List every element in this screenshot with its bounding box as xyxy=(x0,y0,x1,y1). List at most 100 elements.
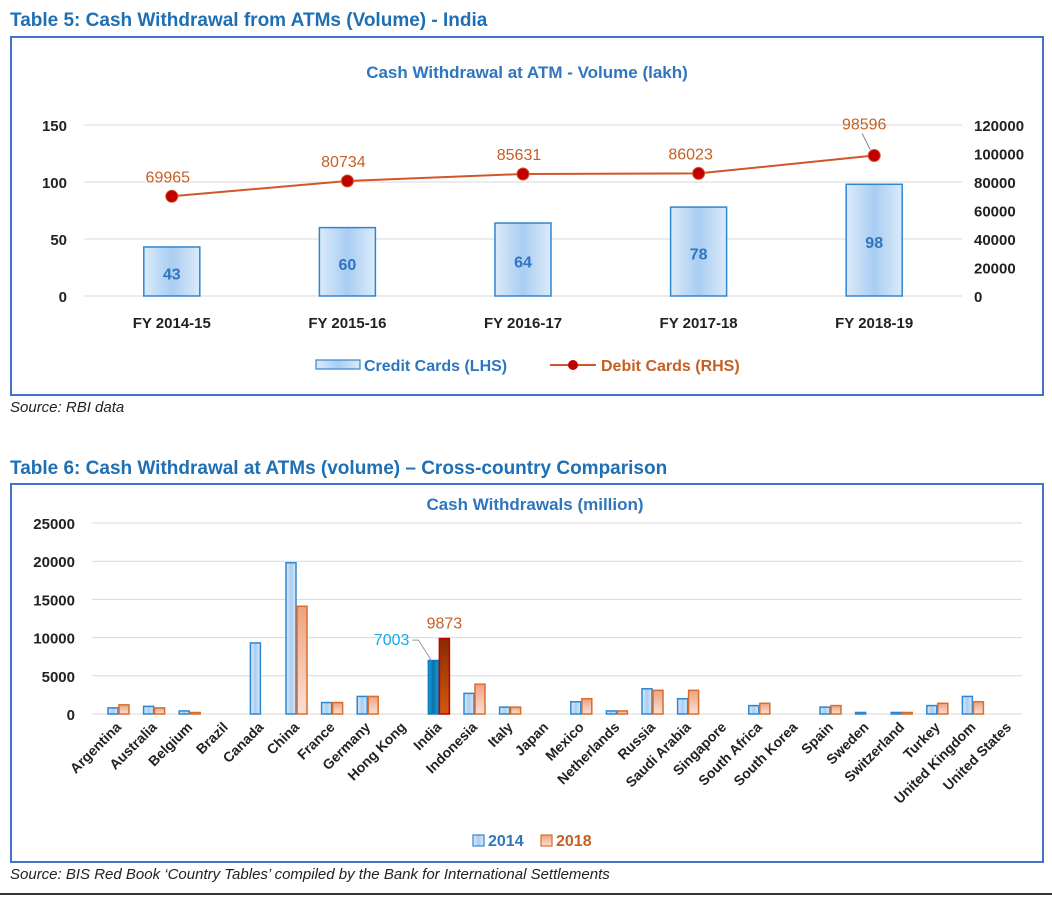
bar-2018 xyxy=(937,702,949,715)
chart2-title: Cash Withdrawals (million) xyxy=(426,495,643,514)
bar-credit-cards xyxy=(143,246,201,297)
bar-2018 xyxy=(652,689,664,715)
bar-2014 xyxy=(178,710,190,715)
bar-2014 xyxy=(605,710,618,715)
y-tick-label: 10000 xyxy=(33,631,75,648)
point-debit-cards xyxy=(165,189,179,203)
bar-2018 xyxy=(509,706,522,715)
bar-data-label: 43 xyxy=(163,266,181,283)
y-right-tick-label: 120000 xyxy=(974,118,1024,135)
bar-credit-cards xyxy=(318,226,377,297)
bar-2014 xyxy=(676,697,689,715)
bar-data-label: 64 xyxy=(514,255,532,272)
line-data-label: 80734 xyxy=(321,154,366,171)
bar-2018 xyxy=(153,707,166,715)
table5-source: Source: RBI data xyxy=(10,399,125,416)
bar-2018 xyxy=(189,711,201,715)
x-tick-label: FY 2017-18 xyxy=(660,315,738,332)
legend-debit-marker xyxy=(568,360,578,370)
bar-data-label: 60 xyxy=(339,257,357,274)
table5-heading: Table 5: Cash Withdrawal from ATMs (Volu… xyxy=(10,10,488,31)
bar-2014 xyxy=(285,561,297,715)
bar-credit-cards xyxy=(494,222,552,297)
bar-2014 xyxy=(142,705,155,715)
x-tick-label: FY 2014-15 xyxy=(133,315,211,332)
bar-2014 xyxy=(107,707,119,715)
line-data-label: 85631 xyxy=(497,147,542,164)
bar-2018 xyxy=(331,701,344,715)
bar-2018 xyxy=(296,605,308,715)
bar-2018 xyxy=(474,683,486,715)
y-left-tick-label: 50 xyxy=(50,232,67,249)
bar-2014 xyxy=(570,701,582,715)
y-left-tick-label: 150 xyxy=(42,118,67,135)
data-label-india-2014: 7003 xyxy=(374,632,410,649)
y-tick-label: 5000 xyxy=(42,669,75,686)
y-right-tick-label: 40000 xyxy=(974,232,1016,249)
chart2-svg: Cash Withdrawals (million) 0 5000 10000 1500… xyxy=(33,495,1022,850)
legend-credit-swatch xyxy=(315,359,361,370)
y-right-tick-label: 0 xyxy=(974,289,982,306)
y-right-tick-label: 100000 xyxy=(974,147,1024,164)
bar-2018 xyxy=(616,710,629,715)
legend-debit-label: Debit Cards (RHS) xyxy=(601,358,740,375)
chart1-frame: Cash Withdrawal at ATM - Volume (lakh) 0 5… xyxy=(10,36,1044,396)
chart1-title: Cash Withdrawal at ATM - Volume (lakh) xyxy=(366,63,688,82)
y-tick-label: 20000 xyxy=(33,554,75,571)
y-right-tick-label: 80000 xyxy=(974,175,1016,192)
bar-2014 xyxy=(819,706,831,715)
bar-2014 xyxy=(748,704,760,715)
legend-2018-swatch xyxy=(540,834,553,847)
data-label-india-2018: 9873 xyxy=(427,616,463,633)
bar-2018 xyxy=(118,704,130,715)
y-tick-label: 15000 xyxy=(33,592,75,609)
bar-2018 xyxy=(687,689,700,715)
y-right-tick-label: 60000 xyxy=(974,204,1016,221)
point-debit-cards xyxy=(692,166,706,180)
chart1-svg: Cash Withdrawal at ATM - Volume (lakh) 0 5… xyxy=(42,63,1024,375)
bar-2014 xyxy=(498,706,511,715)
table6-heading: Table 6: Cash Withdrawal at ATMs (volume… xyxy=(10,458,668,479)
line-data-label: 86023 xyxy=(668,146,713,163)
table6-source: Source: BIS Red Book ‘Country Tables’ co… xyxy=(10,866,610,883)
point-debit-cards xyxy=(867,149,881,163)
bar-2014 xyxy=(961,695,974,715)
bar-2014 xyxy=(890,711,902,715)
bar-2014 xyxy=(926,704,938,715)
bar-2014 xyxy=(356,695,368,715)
bottom-rule xyxy=(0,893,1052,895)
bar-2014 xyxy=(320,701,333,715)
bar-2014 xyxy=(249,642,262,715)
bar-2018 xyxy=(438,637,451,715)
legend-2018-label: 2018 xyxy=(556,833,592,850)
bar-2014 xyxy=(854,711,867,715)
chart2-frame: Cash Withdrawals (million) 0 5000 10000 1500… xyxy=(10,483,1044,863)
bar-credit-cards xyxy=(669,206,728,297)
bar-2018 xyxy=(581,697,593,715)
y-tick-label: 0 xyxy=(67,707,75,724)
point-debit-cards xyxy=(340,174,354,188)
bar-2014 xyxy=(463,692,475,715)
y-left-tick-label: 0 xyxy=(59,289,67,306)
bar-2018 xyxy=(759,702,771,715)
bar-2018 xyxy=(972,701,985,715)
bar-2018 xyxy=(901,711,913,715)
y-tick-label: 25000 xyxy=(33,516,75,533)
x-tick-label: FY 2018-19 xyxy=(835,315,913,332)
bar-2014 xyxy=(427,659,440,715)
legend-2014-label: 2014 xyxy=(488,833,524,850)
x-tick-label: FY 2016-17 xyxy=(484,315,562,332)
bar-2018 xyxy=(830,704,842,715)
bar-2014 xyxy=(641,688,653,715)
leader-line xyxy=(412,639,432,661)
y-left-tick-label: 100 xyxy=(42,175,67,192)
bar-data-label: 78 xyxy=(690,247,708,264)
x-tick-label: Italy xyxy=(485,719,516,750)
y-right-tick-label: 20000 xyxy=(974,261,1016,278)
line-data-label: 98596 xyxy=(842,117,887,134)
line-data-label: 69965 xyxy=(146,169,191,186)
bar-2018 xyxy=(367,695,379,715)
point-debit-cards xyxy=(516,167,530,181)
x-tick-label: FY 2015-16 xyxy=(308,315,386,332)
legend-credit-label: Credit Cards (LHS) xyxy=(364,358,507,375)
